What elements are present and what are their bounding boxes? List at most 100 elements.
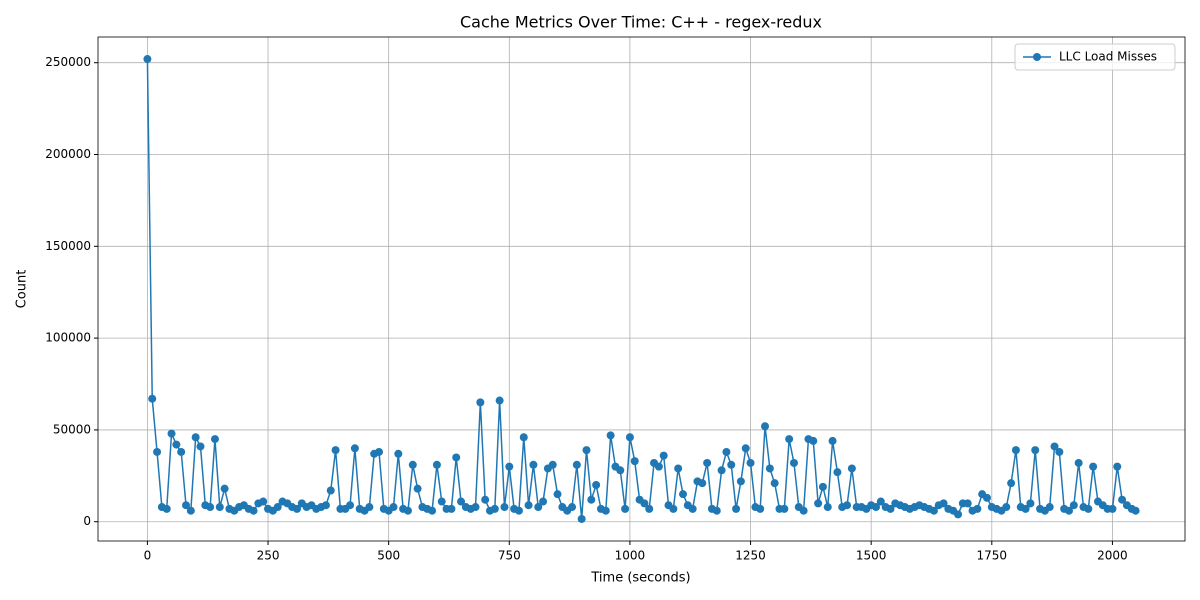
x-tick-label: 1500 bbox=[856, 549, 887, 563]
data-point bbox=[654, 462, 663, 471]
data-point bbox=[606, 431, 615, 440]
data-point bbox=[973, 504, 982, 513]
y-tick-label: 50000 bbox=[53, 422, 91, 436]
data-point bbox=[669, 504, 678, 513]
data-point bbox=[524, 501, 533, 510]
data-point bbox=[514, 506, 523, 515]
data-point bbox=[785, 435, 794, 444]
data-point bbox=[1065, 506, 1074, 515]
data-point bbox=[206, 503, 215, 512]
data-point bbox=[210, 435, 219, 444]
data-point bbox=[428, 506, 437, 515]
data-point bbox=[172, 440, 181, 449]
data-point bbox=[1011, 446, 1020, 455]
x-tick-label: 750 bbox=[498, 549, 521, 563]
data-point bbox=[818, 482, 827, 491]
data-point bbox=[471, 503, 480, 512]
legend-box bbox=[1014, 43, 1176, 71]
data-point bbox=[587, 495, 596, 504]
data-point bbox=[529, 460, 538, 469]
data-point bbox=[186, 506, 195, 515]
legend-marker bbox=[1033, 53, 1041, 61]
data-point bbox=[1108, 504, 1117, 513]
data-point bbox=[640, 499, 649, 508]
data-point bbox=[698, 479, 707, 488]
legend-label: LLC Load Misses bbox=[1059, 50, 1157, 64]
data-point bbox=[346, 501, 355, 510]
data-point bbox=[621, 504, 630, 513]
data-point bbox=[886, 504, 895, 513]
data-point bbox=[645, 504, 654, 513]
data-point bbox=[833, 468, 842, 477]
data-point bbox=[182, 501, 191, 510]
data-point bbox=[326, 486, 335, 495]
data-point bbox=[765, 464, 774, 473]
data-point bbox=[432, 460, 441, 469]
data-point bbox=[929, 506, 938, 515]
data-point bbox=[568, 503, 577, 512]
data-point bbox=[1089, 462, 1098, 471]
data-point bbox=[457, 497, 466, 506]
data-point bbox=[273, 503, 282, 512]
data-point bbox=[872, 503, 881, 512]
data-point bbox=[678, 490, 687, 499]
data-point bbox=[167, 429, 176, 438]
data-point bbox=[505, 462, 514, 471]
data-point bbox=[674, 464, 683, 473]
data-point bbox=[843, 501, 852, 510]
data-line bbox=[146, 59, 1136, 520]
data-point bbox=[722, 447, 731, 456]
x-tick-label: 1250 bbox=[735, 549, 766, 563]
data-point bbox=[1050, 442, 1059, 451]
data-point bbox=[1045, 503, 1054, 512]
data-point bbox=[553, 490, 562, 499]
data-point bbox=[659, 451, 668, 460]
data-point bbox=[717, 466, 726, 475]
data-point bbox=[476, 398, 485, 407]
x-tick-label: 0 bbox=[144, 549, 152, 563]
data-point bbox=[789, 458, 798, 467]
data-point bbox=[954, 510, 963, 519]
data-point bbox=[495, 396, 504, 405]
data-point bbox=[500, 503, 509, 512]
data-point bbox=[572, 460, 581, 469]
data-point bbox=[814, 499, 823, 508]
data-point bbox=[191, 433, 200, 442]
data-point bbox=[403, 506, 412, 515]
y-tick-label: 100000 bbox=[45, 331, 91, 345]
data-point bbox=[447, 504, 456, 513]
data-point bbox=[143, 55, 152, 64]
data-point bbox=[1074, 458, 1083, 467]
data-point bbox=[413, 484, 422, 493]
data-point bbox=[592, 481, 601, 489]
x-tick-label: 250 bbox=[257, 549, 280, 563]
data-point bbox=[688, 504, 697, 513]
data-point bbox=[389, 503, 398, 512]
data-point bbox=[321, 501, 330, 510]
chart-title: Cache Metrics Over Time: C++ - regex-red… bbox=[460, 13, 822, 32]
data-point bbox=[519, 433, 528, 442]
data-point bbox=[939, 499, 948, 508]
data-point bbox=[780, 504, 789, 513]
data-point bbox=[712, 506, 721, 515]
data-point bbox=[703, 458, 712, 467]
data-point bbox=[177, 447, 186, 456]
data-point bbox=[249, 506, 258, 515]
data-point bbox=[452, 453, 461, 462]
data-point bbox=[365, 503, 374, 512]
data-point bbox=[259, 497, 268, 506]
data-point bbox=[1131, 506, 1140, 515]
data-point bbox=[741, 444, 750, 453]
data-point bbox=[625, 433, 634, 442]
data-point bbox=[292, 504, 301, 513]
x-tick-label: 500 bbox=[377, 549, 400, 563]
data-point bbox=[437, 497, 446, 506]
data-point bbox=[756, 504, 765, 513]
data-point bbox=[1069, 501, 1078, 510]
data-point bbox=[1084, 504, 1093, 513]
x-tick-label: 1750 bbox=[977, 549, 1008, 563]
data-point bbox=[408, 460, 417, 469]
data-point bbox=[196, 442, 205, 451]
x-tick-label: 2000 bbox=[1097, 549, 1128, 563]
